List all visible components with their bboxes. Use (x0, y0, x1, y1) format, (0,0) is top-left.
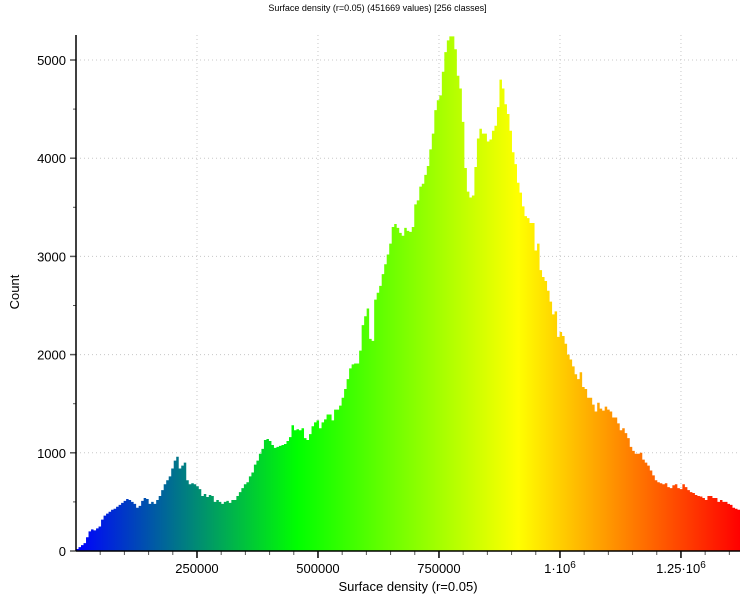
y-tick-label: 1000 (37, 446, 66, 461)
x-tick-label: 750000 (417, 561, 460, 576)
axes: 0 1000 2000 3000 4000 5000 250000 500000 750000 1… (37, 35, 740, 576)
y-axis-title: Count (7, 274, 22, 309)
x-tick-label: 1·106 (544, 560, 576, 576)
x-tick-label: 1.25·106 (656, 560, 706, 576)
chart-title: Surface density (r=0.05) (451669 values)… (268, 3, 487, 13)
x-tick-label: 250000 (175, 561, 218, 576)
y-tick-label: 4000 (37, 151, 66, 166)
y-tick-label: 5000 (37, 53, 66, 68)
y-tick-label: 3000 (37, 249, 66, 264)
y-tick-label: 0 (59, 544, 66, 559)
histogram-bars (76, 36, 740, 551)
y-tick-label: 2000 (37, 348, 66, 363)
x-tick-label: 500000 (296, 561, 339, 576)
x-axis-title: Surface density (r=0.05) (338, 579, 477, 594)
